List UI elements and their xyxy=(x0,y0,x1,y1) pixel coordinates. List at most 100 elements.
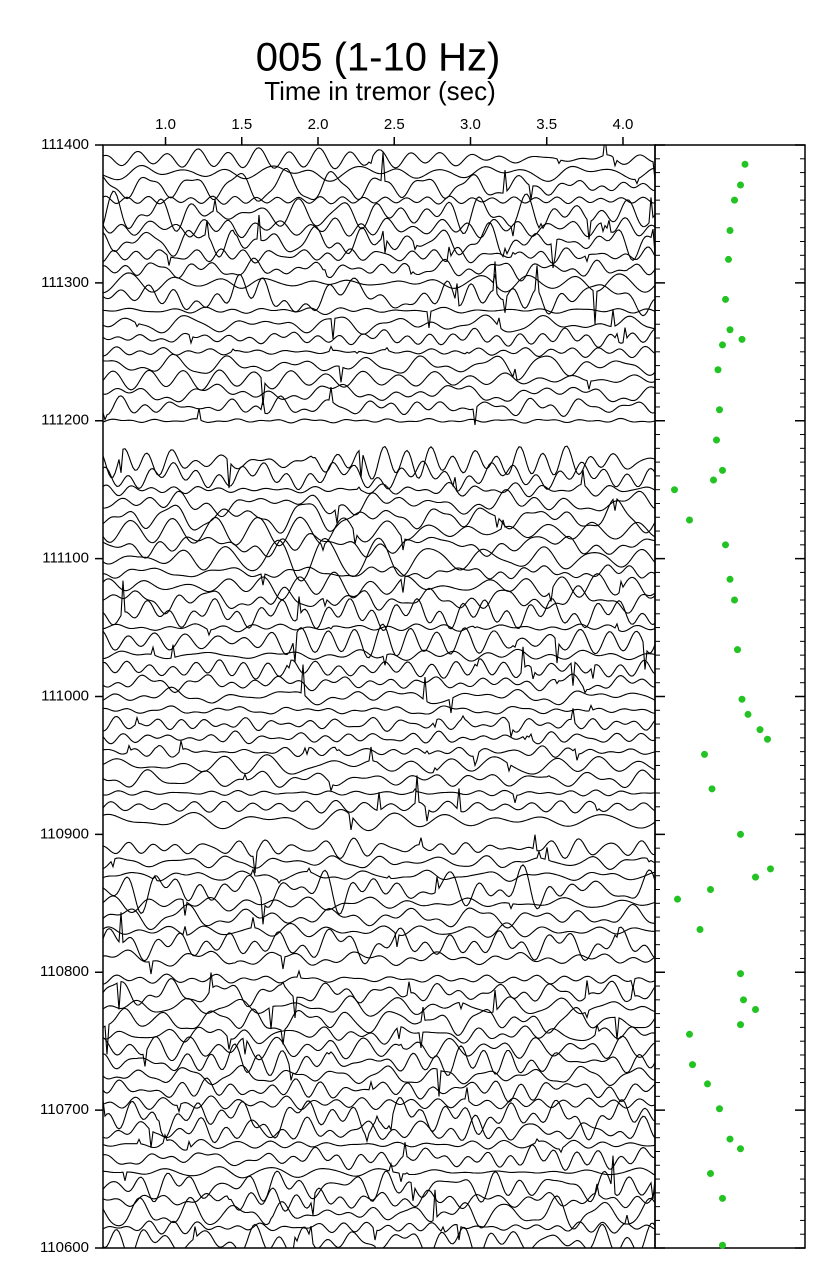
dot xyxy=(716,406,723,414)
trace xyxy=(103,306,655,328)
trace xyxy=(103,1043,655,1081)
dot xyxy=(731,596,738,604)
x-tick-label: 2.0 xyxy=(308,116,329,133)
y-tick-label: 110700 xyxy=(40,1101,89,1118)
dot xyxy=(689,1061,696,1069)
x-tick-label: 1.5 xyxy=(231,116,252,133)
trace xyxy=(103,369,655,406)
dot xyxy=(686,516,693,524)
trace xyxy=(103,746,655,775)
traces xyxy=(103,145,655,1248)
trace xyxy=(103,1222,655,1248)
trace xyxy=(103,1214,655,1241)
dot xyxy=(707,886,714,894)
trace xyxy=(103,257,655,282)
dot xyxy=(701,750,708,758)
trace xyxy=(103,564,655,586)
dot xyxy=(737,1145,744,1153)
dot xyxy=(726,226,734,234)
dot xyxy=(767,865,774,873)
trace xyxy=(103,580,655,632)
trace xyxy=(103,164,655,185)
dot xyxy=(756,726,764,734)
x-tick-label: 3.0 xyxy=(460,116,481,133)
trace xyxy=(103,345,655,359)
trace xyxy=(103,1035,655,1067)
trace xyxy=(103,1087,655,1114)
trace xyxy=(103,969,655,989)
dot xyxy=(722,295,729,303)
dot xyxy=(741,160,749,168)
y-tick-label: 111100 xyxy=(42,550,89,567)
dot xyxy=(686,1030,693,1038)
trace xyxy=(103,664,655,714)
dot xyxy=(737,1021,744,1029)
dot xyxy=(738,695,746,703)
trace xyxy=(103,383,655,403)
dot xyxy=(722,541,729,549)
y-tick-label: 111400 xyxy=(41,136,89,153)
dot xyxy=(752,1005,759,1013)
trace xyxy=(103,460,655,492)
trace xyxy=(103,195,655,205)
trace xyxy=(103,808,655,832)
trace xyxy=(103,497,655,534)
dot xyxy=(719,341,726,349)
trace xyxy=(103,537,655,582)
y-tick-label: 110900 xyxy=(40,825,89,842)
dot xyxy=(710,476,717,484)
trace xyxy=(103,387,655,426)
x-tick-label: 2.5 xyxy=(384,116,405,133)
trace xyxy=(103,769,655,793)
trace xyxy=(103,864,655,925)
trace xyxy=(103,469,655,498)
dot xyxy=(716,1105,723,1113)
trace xyxy=(103,246,655,266)
trace xyxy=(103,152,655,202)
trace xyxy=(103,261,655,317)
dot xyxy=(764,735,771,743)
trace xyxy=(103,309,655,340)
trace xyxy=(103,1077,655,1103)
trace xyxy=(103,533,655,559)
trace xyxy=(103,912,655,965)
trace xyxy=(103,1189,655,1230)
trace xyxy=(103,788,655,803)
y-tick-label: 111000 xyxy=(41,687,89,704)
trace xyxy=(103,571,655,602)
dot xyxy=(738,335,746,343)
dot xyxy=(719,1241,726,1249)
y-tick-label: 111300 xyxy=(41,274,89,291)
trace xyxy=(103,145,655,180)
trace xyxy=(103,1133,655,1154)
trace xyxy=(103,190,655,240)
trace xyxy=(103,1155,655,1203)
dot xyxy=(707,1170,714,1178)
dot xyxy=(713,436,720,444)
chart-title: 005 (1-10 Hz) xyxy=(256,36,501,80)
trace xyxy=(103,917,655,947)
dot xyxy=(704,1080,711,1088)
trace xyxy=(103,353,655,383)
trace xyxy=(103,644,655,666)
dot xyxy=(671,486,678,494)
trace xyxy=(103,972,655,1019)
trace xyxy=(103,1114,655,1148)
trace xyxy=(103,1183,655,1216)
dot xyxy=(714,366,722,374)
dot xyxy=(674,895,681,903)
dot xyxy=(719,466,726,474)
trace xyxy=(103,834,655,874)
x-tick-label: 1.0 xyxy=(155,116,176,133)
trace xyxy=(103,704,655,715)
trace xyxy=(103,730,655,745)
trace xyxy=(103,775,655,822)
dot xyxy=(734,646,741,654)
dot xyxy=(726,575,734,583)
dot xyxy=(737,181,744,189)
trace xyxy=(103,673,655,694)
trace xyxy=(103,1064,655,1097)
dot xyxy=(737,830,744,838)
